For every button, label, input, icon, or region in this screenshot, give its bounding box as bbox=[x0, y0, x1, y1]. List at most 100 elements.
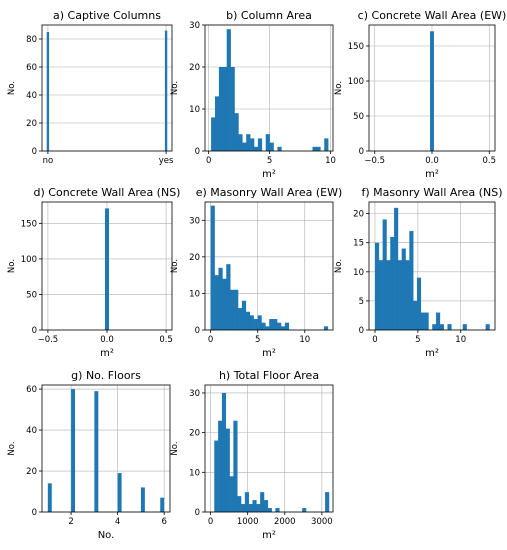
histogram-bar bbox=[222, 67, 227, 151]
histogram-bar bbox=[210, 205, 215, 330]
histogram-bar bbox=[249, 315, 254, 330]
histogram-bar bbox=[273, 319, 278, 330]
y-tick-label: 15 bbox=[353, 239, 364, 249]
plot-frame bbox=[204, 384, 334, 513]
y-tick-label: 40 bbox=[26, 91, 37, 101]
x-tick-label: 10 bbox=[299, 335, 310, 345]
y-tick-label: 0 bbox=[359, 147, 364, 157]
histogram-bar bbox=[432, 324, 437, 330]
y-tick-label: 20 bbox=[189, 429, 200, 439]
chart-title: a) Captive Columns bbox=[53, 9, 161, 22]
y-tick-label: 0 bbox=[195, 326, 200, 336]
chart-panel: 0 20 40 60 80 no yes a) Captive Columns No. bbox=[7, 9, 174, 166]
histogram-bar bbox=[226, 264, 231, 330]
x-axis-label: m² bbox=[262, 530, 276, 541]
histogram-bar bbox=[375, 242, 380, 330]
x-axis-label: m² bbox=[262, 348, 276, 359]
histogram-bar bbox=[280, 326, 286, 330]
chart-title: c) Concrete Wall Area (EW) bbox=[358, 9, 507, 22]
histogram-bar bbox=[226, 29, 231, 152]
y-tick-label: 40 bbox=[26, 426, 37, 436]
y-tick-label: 80 bbox=[26, 35, 37, 45]
x-tick-label: −0.5 bbox=[364, 156, 385, 166]
y-tick-label: 20 bbox=[26, 119, 37, 129]
histogram-bar bbox=[397, 260, 402, 330]
x-tick-label: 0 bbox=[372, 335, 377, 345]
histogram-bar bbox=[218, 420, 223, 512]
histogram-bar bbox=[420, 312, 425, 330]
histogram-bar bbox=[214, 275, 219, 330]
y-axis-label: No. bbox=[7, 259, 17, 273]
histogram-bar bbox=[257, 138, 263, 151]
histogram-bar bbox=[214, 440, 219, 512]
x-tick-label: yes bbox=[159, 156, 174, 166]
x-tick-label: 0.0 bbox=[100, 335, 114, 345]
histogram-bar bbox=[386, 260, 391, 330]
chart-title: h) Total Floor Area bbox=[219, 369, 319, 382]
histogram-bar bbox=[324, 138, 329, 151]
histogram-bar bbox=[439, 324, 444, 330]
histogram-bar bbox=[248, 504, 253, 512]
chart-panel: 0 20 40 60 2 4 6 g) No. Floors No. No. bbox=[7, 369, 171, 541]
histogram-bar bbox=[416, 277, 422, 330]
y-axis-label: No. bbox=[170, 81, 180, 95]
plot-frame bbox=[41, 24, 173, 152]
histogram-bar bbox=[382, 219, 387, 330]
histogram-bar bbox=[462, 324, 467, 330]
histogram-bar bbox=[269, 142, 274, 151]
histogram-bar bbox=[214, 96, 220, 151]
x-tick-label: 10 bbox=[455, 335, 466, 345]
histogram-bar bbox=[242, 142, 247, 151]
x-tick-label: 0.0 bbox=[425, 156, 439, 166]
histogram-bar bbox=[447, 324, 452, 330]
y-axis-label: No. bbox=[7, 441, 17, 455]
y-tick-label: 10 bbox=[353, 268, 364, 278]
histogram-bar bbox=[104, 208, 110, 330]
histogram-bar bbox=[424, 312, 429, 330]
histogram-bar bbox=[275, 508, 280, 512]
y-tick-label: 20 bbox=[353, 210, 364, 220]
x-tick-label: 5 bbox=[255, 335, 260, 345]
y-tick-label: 60 bbox=[26, 385, 37, 395]
y-tick-label: 0 bbox=[359, 326, 364, 336]
chart-title: f) Masonry Wall Area (NS) bbox=[362, 186, 503, 199]
histogram-bar bbox=[401, 248, 406, 330]
histogram-bar bbox=[267, 508, 272, 512]
y-tick-label: 30 bbox=[189, 389, 200, 399]
x-axis-label: m² bbox=[262, 169, 276, 180]
chart-panel: 0 50 100 150 −0.5 0.0 0.5 d) Concrete Wall Area… bbox=[7, 186, 180, 359]
histogram-bar bbox=[257, 315, 262, 330]
y-tick-label: 0 bbox=[195, 508, 200, 518]
histogram-bar bbox=[164, 30, 168, 152]
histogram-bar bbox=[244, 492, 249, 512]
histogram-bar bbox=[234, 289, 239, 330]
histogram-bar bbox=[225, 428, 230, 512]
y-tick-label: 50 bbox=[26, 290, 37, 300]
chart-panel: 0 50 100 150 −0.5 0.0 0.5 c) Concrete Wall Area… bbox=[334, 9, 506, 180]
chart-panel: 0 10 20 30 0 5 10 b) Column Area No. m² bbox=[170, 9, 336, 180]
chart-panel: 0 5 10 15 20 0 5 10 f) Masonry Wall Area (NS) No.… bbox=[334, 186, 502, 359]
chart-title: d) Concrete Wall Area (NS) bbox=[34, 186, 181, 199]
y-tick-label: 0 bbox=[195, 147, 200, 157]
histogram-bar bbox=[265, 134, 270, 151]
histogram-bar bbox=[117, 473, 122, 512]
histogram-bar bbox=[253, 319, 258, 330]
histogram-bar bbox=[160, 497, 165, 512]
histogram-bar bbox=[221, 392, 227, 512]
histogram-bar bbox=[211, 117, 216, 151]
chart-panel: 0 10 20 30 0 1000 2000 3000 h) Total Floor Area N… bbox=[170, 369, 334, 541]
chart-title: e) Masonry Wall Area (EW) bbox=[196, 186, 343, 199]
histogram-bar bbox=[316, 146, 321, 151]
x-tick-label: 6 bbox=[161, 517, 166, 527]
histogram-bar bbox=[413, 300, 418, 330]
histogram-bar bbox=[277, 322, 282, 330]
x-tick-label: 4 bbox=[115, 517, 120, 527]
y-tick-label: 5 bbox=[359, 297, 364, 307]
histogram-bar bbox=[241, 504, 246, 512]
y-tick-label: 10 bbox=[189, 289, 200, 299]
histogram-bar bbox=[284, 322, 290, 330]
histogram-bar bbox=[237, 308, 243, 330]
plot-frame bbox=[204, 201, 334, 331]
plot-frame bbox=[41, 384, 171, 513]
x-tick-label: 0 bbox=[206, 156, 211, 166]
